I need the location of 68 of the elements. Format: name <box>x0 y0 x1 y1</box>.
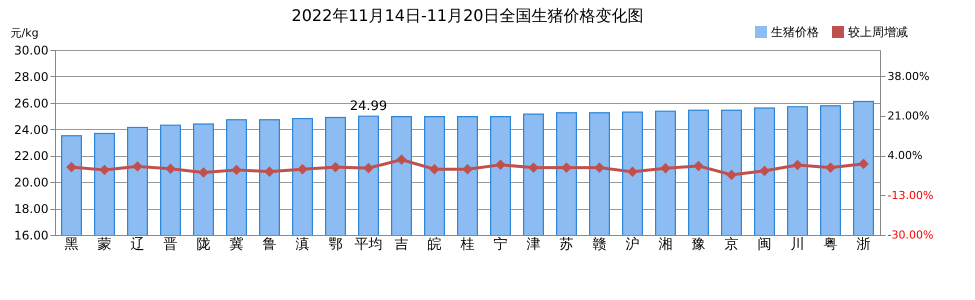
x-tick-label: 川 <box>790 236 804 252</box>
point <box>396 154 407 165</box>
y-tick-label: 22.00 <box>14 149 48 164</box>
point <box>561 162 572 173</box>
x-tick-label: 津 <box>526 236 540 252</box>
x-tick-label: 赣 <box>592 236 606 252</box>
legend-label: 较上周增减 <box>848 25 908 39</box>
y2-tick-label: -30.00% <box>888 228 934 242</box>
x-tick-label: 苏 <box>560 236 574 252</box>
x-tick-label: 闽 <box>758 236 772 252</box>
point <box>462 164 473 174</box>
data-label: 24.99 <box>350 99 388 114</box>
x-tick-label: 粤 <box>824 236 838 252</box>
point <box>627 166 638 178</box>
y-tick-label: 20.00 <box>14 176 48 190</box>
y2-tick-label: 21.00% <box>888 110 930 123</box>
y-tick-label: 24.00 <box>14 122 48 137</box>
y2-tick-label: 38.00% <box>888 70 930 83</box>
point <box>198 167 209 178</box>
x-tick-label: 京 <box>724 236 738 252</box>
x-tick-label: 辽 <box>130 236 144 252</box>
x-tick-label: 冀 <box>230 236 244 252</box>
y-tick-label: 18.00 <box>14 202 48 216</box>
point <box>66 162 77 172</box>
y-tick-label: 30.00 <box>14 44 48 58</box>
x-tick-label: 豫 <box>692 236 706 252</box>
x-tick-label: 鄂 <box>328 236 342 252</box>
chart-title: 2022年11月14日-11月20日全国生猪价格变化图 <box>292 6 644 25</box>
x-tick-label: 晋 <box>164 236 178 252</box>
x-tick-label: 湘 <box>658 236 672 252</box>
x-tick-label: 沪 <box>626 236 640 252</box>
y-tick-label: 16.00 <box>14 228 48 242</box>
point <box>792 160 803 170</box>
point <box>363 162 374 174</box>
x-tick-label: 黑 <box>64 236 78 252</box>
point <box>594 162 605 173</box>
y-axis-title: 元/kg <box>10 26 39 40</box>
x-tick-label: 皖 <box>428 236 442 252</box>
point <box>231 164 242 176</box>
y-tick-label: 28.00 <box>14 70 48 84</box>
y-tick-label: 26.00 <box>14 96 48 110</box>
x-tick-label: 蒙 <box>98 236 112 252</box>
point <box>858 158 869 170</box>
x-tick-label: 鲁 <box>262 236 276 252</box>
x-tick-label: 宁 <box>494 236 508 252</box>
point <box>429 164 440 174</box>
point <box>132 161 143 172</box>
point <box>264 166 275 177</box>
point <box>528 162 539 173</box>
point <box>759 166 770 176</box>
legend-label: 生猪价格 <box>771 25 819 39</box>
point <box>297 164 308 174</box>
point <box>660 163 671 174</box>
point <box>726 170 737 180</box>
x-tick-label: 桂 <box>460 236 474 252</box>
x-tick-label: 滇 <box>296 236 310 252</box>
x-tick-label: 平均 <box>354 236 382 252</box>
x-tick-label: 吉 <box>394 236 408 252</box>
y2-tick-label: 4.00% <box>888 149 922 162</box>
point <box>99 164 110 176</box>
point <box>330 162 341 172</box>
y2-tick-label: -13.00% <box>888 188 934 202</box>
point <box>693 160 704 172</box>
x-tick-label: 陇 <box>196 236 210 252</box>
point <box>495 160 506 170</box>
point <box>165 164 176 174</box>
point <box>825 162 836 173</box>
x-tick-label: 浙 <box>856 236 870 252</box>
